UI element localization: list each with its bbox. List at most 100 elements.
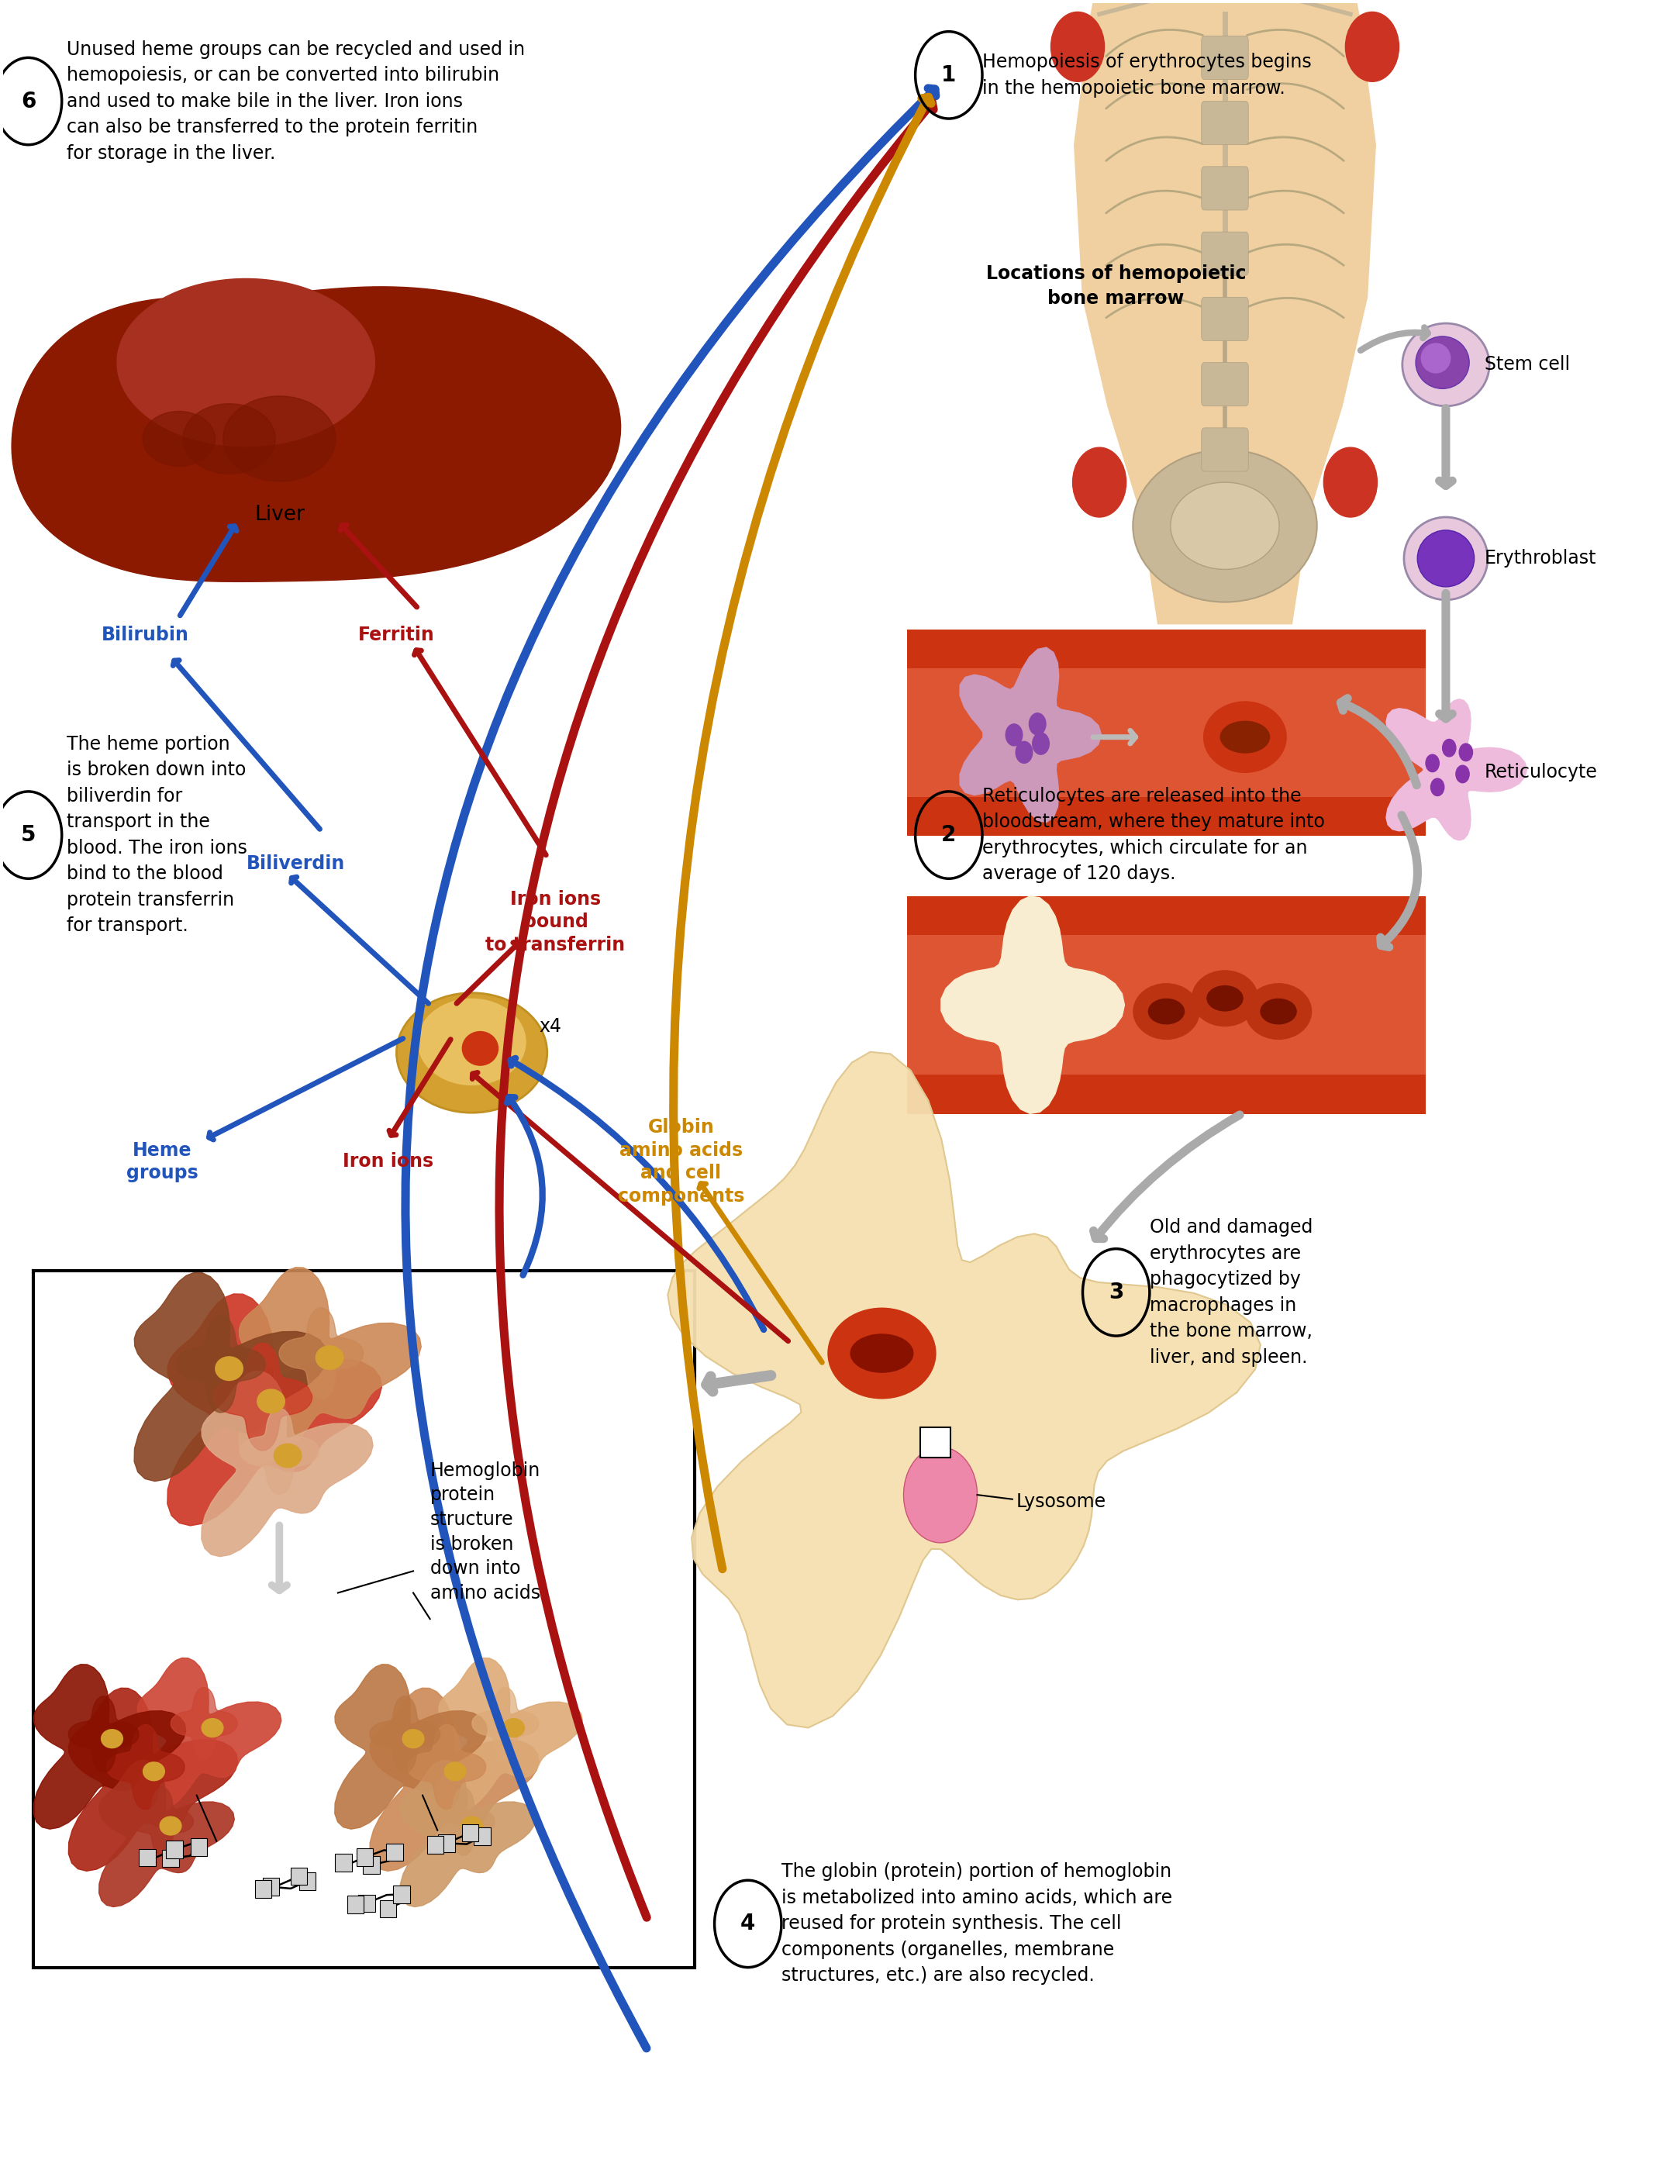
Text: Lysosome: Lysosome xyxy=(1016,1492,1105,1511)
FancyBboxPatch shape xyxy=(907,1075,1426,1114)
Ellipse shape xyxy=(1404,518,1488,601)
Ellipse shape xyxy=(160,1817,181,1835)
Ellipse shape xyxy=(850,1334,914,1374)
Ellipse shape xyxy=(1220,721,1270,753)
FancyBboxPatch shape xyxy=(1201,297,1248,341)
Text: Reticulocyte: Reticulocyte xyxy=(1485,762,1598,782)
FancyBboxPatch shape xyxy=(190,1839,207,1856)
Text: 3: 3 xyxy=(1109,1282,1124,1304)
Polygon shape xyxy=(667,1053,1260,1728)
Circle shape xyxy=(1324,448,1378,518)
Text: Globin
amino acids
and cell
components: Globin amino acids and cell components xyxy=(618,1118,744,1206)
Polygon shape xyxy=(941,895,1124,1114)
Polygon shape xyxy=(134,1273,328,1481)
Polygon shape xyxy=(223,395,336,480)
Circle shape xyxy=(1052,11,1104,81)
FancyBboxPatch shape xyxy=(358,1894,375,1911)
Circle shape xyxy=(1030,714,1047,734)
Text: Ferritin: Ferritin xyxy=(358,625,435,644)
Polygon shape xyxy=(12,286,620,581)
Ellipse shape xyxy=(828,1308,936,1400)
Text: 6: 6 xyxy=(20,90,35,111)
FancyBboxPatch shape xyxy=(166,1841,183,1859)
FancyBboxPatch shape xyxy=(380,1900,396,1918)
FancyBboxPatch shape xyxy=(907,668,1426,797)
FancyBboxPatch shape xyxy=(427,1837,444,1854)
Polygon shape xyxy=(176,1315,265,1413)
Polygon shape xyxy=(213,1343,312,1450)
Ellipse shape xyxy=(1206,985,1243,1011)
Polygon shape xyxy=(171,1688,237,1760)
Ellipse shape xyxy=(502,1719,524,1738)
Polygon shape xyxy=(202,1372,373,1557)
Text: 5: 5 xyxy=(20,823,35,845)
FancyBboxPatch shape xyxy=(921,1428,951,1459)
Ellipse shape xyxy=(1132,983,1200,1040)
FancyBboxPatch shape xyxy=(334,1854,351,1872)
FancyBboxPatch shape xyxy=(291,1867,307,1885)
Ellipse shape xyxy=(402,1730,425,1749)
Ellipse shape xyxy=(396,994,548,1112)
FancyBboxPatch shape xyxy=(1201,166,1248,210)
Polygon shape xyxy=(138,1658,281,1813)
FancyBboxPatch shape xyxy=(474,1828,491,1845)
Ellipse shape xyxy=(460,1817,484,1835)
Polygon shape xyxy=(99,1760,234,1907)
FancyBboxPatch shape xyxy=(907,935,1426,1075)
Circle shape xyxy=(1426,753,1440,771)
Polygon shape xyxy=(106,1725,185,1811)
Polygon shape xyxy=(334,1664,487,1828)
Ellipse shape xyxy=(202,1719,223,1738)
Polygon shape xyxy=(959,646,1102,823)
Polygon shape xyxy=(239,1267,422,1465)
Ellipse shape xyxy=(257,1389,286,1413)
Polygon shape xyxy=(370,1697,440,1773)
Polygon shape xyxy=(168,1293,381,1527)
Polygon shape xyxy=(34,1664,186,1828)
Ellipse shape xyxy=(1171,483,1278,570)
Circle shape xyxy=(1072,448,1126,518)
Text: x4: x4 xyxy=(539,1018,561,1035)
FancyBboxPatch shape xyxy=(299,1872,316,1889)
Ellipse shape xyxy=(1416,336,1470,389)
Ellipse shape xyxy=(444,1762,467,1782)
Polygon shape xyxy=(432,1787,496,1856)
Circle shape xyxy=(1457,764,1470,782)
FancyBboxPatch shape xyxy=(255,1880,272,1898)
FancyBboxPatch shape xyxy=(907,895,1426,935)
Ellipse shape xyxy=(1147,998,1184,1024)
Polygon shape xyxy=(438,1658,583,1813)
Polygon shape xyxy=(69,1697,139,1773)
Text: 1: 1 xyxy=(941,63,956,85)
Ellipse shape xyxy=(316,1345,344,1369)
Text: Biliverdin: Biliverdin xyxy=(247,854,346,874)
Polygon shape xyxy=(408,1725,486,1811)
Ellipse shape xyxy=(1421,343,1452,373)
Text: Iron ions
bound
to transferrin: Iron ions bound to transferrin xyxy=(486,889,625,954)
Ellipse shape xyxy=(417,998,526,1085)
Text: Hemopoiesis of erythrocytes begins
in the hemopoietic bone marrow.: Hemopoiesis of erythrocytes begins in th… xyxy=(983,52,1312,98)
Text: 4: 4 xyxy=(741,1913,756,1935)
Circle shape xyxy=(1016,740,1033,762)
FancyBboxPatch shape xyxy=(348,1896,363,1913)
FancyBboxPatch shape xyxy=(262,1878,279,1896)
Text: Stem cell: Stem cell xyxy=(1485,356,1569,373)
Text: Bilirubin: Bilirubin xyxy=(102,625,190,644)
Polygon shape xyxy=(69,1688,239,1872)
Text: The heme portion
is broken down into
biliverdin for
transport in the
blood. The : The heme portion is broken down into bil… xyxy=(67,734,247,935)
Text: 2: 2 xyxy=(941,823,956,845)
Circle shape xyxy=(1033,732,1050,753)
Text: Iron ions: Iron ions xyxy=(343,1153,433,1171)
Ellipse shape xyxy=(215,1356,244,1380)
Ellipse shape xyxy=(1245,983,1312,1040)
FancyBboxPatch shape xyxy=(1201,232,1248,275)
FancyBboxPatch shape xyxy=(163,1850,180,1867)
Ellipse shape xyxy=(274,1444,302,1468)
FancyBboxPatch shape xyxy=(1201,35,1248,79)
FancyBboxPatch shape xyxy=(386,1843,403,1861)
Text: Hemoglobin
protein
structure
is broken
down into
amino acids: Hemoglobin protein structure is broken d… xyxy=(430,1461,541,1603)
Polygon shape xyxy=(472,1688,539,1760)
Ellipse shape xyxy=(1418,531,1475,587)
FancyBboxPatch shape xyxy=(1201,428,1248,472)
FancyBboxPatch shape xyxy=(438,1835,455,1852)
